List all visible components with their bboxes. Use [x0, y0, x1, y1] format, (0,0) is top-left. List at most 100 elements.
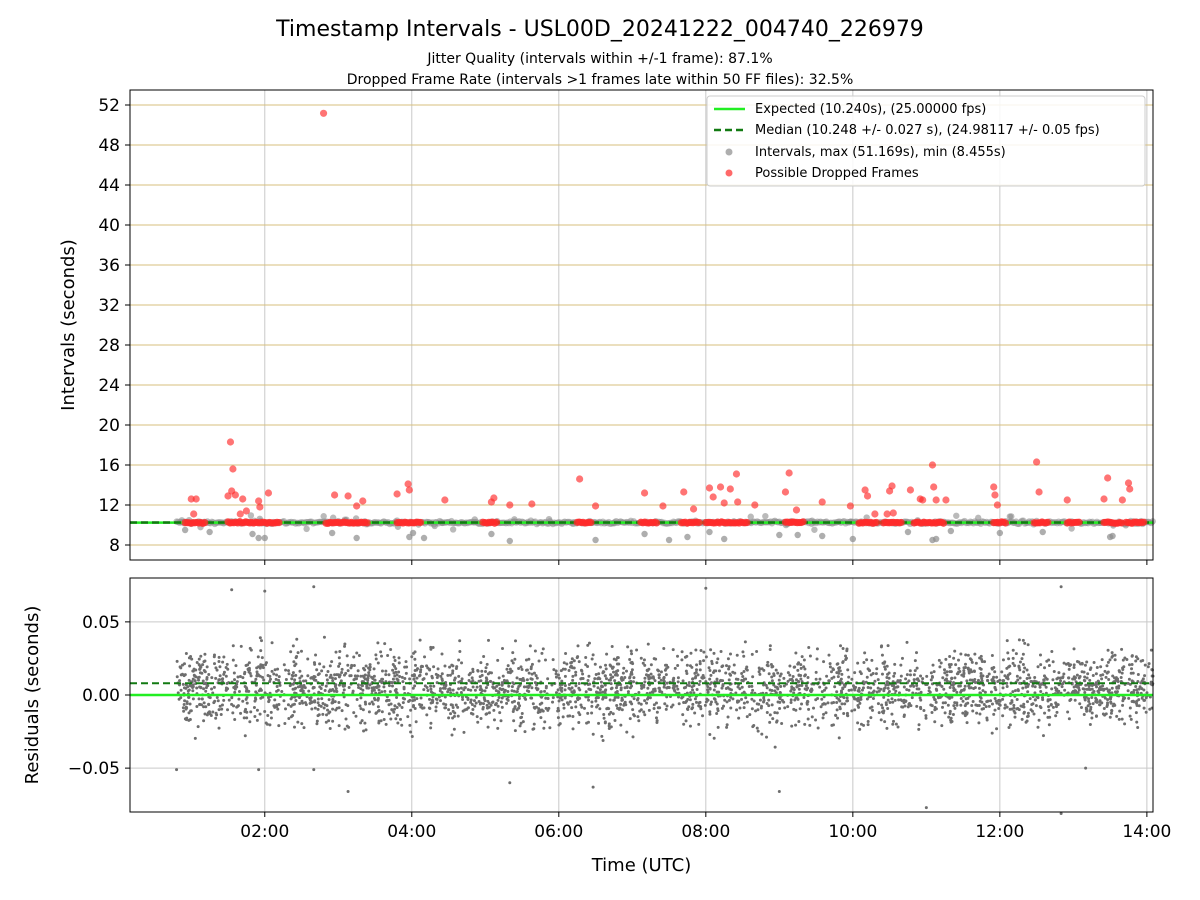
residual-point	[1091, 702, 1095, 706]
residual-point	[814, 677, 818, 681]
residual-point	[865, 675, 869, 679]
residual-point	[910, 696, 914, 700]
residual-point	[249, 710, 253, 714]
residual-point	[1085, 676, 1089, 680]
residual-point	[815, 647, 819, 651]
residual-point	[298, 669, 302, 673]
residual-point	[380, 710, 384, 714]
residual-point	[866, 723, 870, 727]
residual-point	[440, 679, 444, 683]
residual-point	[308, 701, 312, 705]
residual-point	[712, 697, 716, 701]
residual-point	[475, 685, 479, 689]
residual-point	[241, 676, 245, 680]
residual-point	[314, 653, 318, 657]
residual-point	[446, 690, 450, 694]
residual-point	[451, 669, 455, 673]
residual-point	[185, 701, 189, 705]
residual-point	[475, 715, 479, 719]
residual-point	[364, 728, 368, 732]
residual-point	[385, 699, 389, 703]
residual-point	[631, 708, 635, 712]
residual-point	[853, 708, 857, 712]
residual-point	[1038, 705, 1042, 709]
residual-point	[302, 726, 306, 730]
dropped-frame-point	[506, 501, 514, 509]
residual-point	[458, 649, 462, 653]
residual-point	[203, 652, 207, 656]
residual-point	[803, 687, 807, 691]
residual-point	[978, 699, 982, 703]
residual-point	[563, 674, 567, 678]
residual-point	[275, 684, 279, 688]
residual-point	[603, 683, 607, 687]
residual-point	[374, 653, 378, 657]
residual-point	[1026, 643, 1030, 647]
residual-point	[774, 691, 778, 695]
residual-point	[343, 642, 347, 646]
residual-point	[774, 668, 778, 672]
residual-point	[532, 722, 536, 726]
residual-point	[287, 672, 291, 676]
residual-point	[596, 703, 600, 707]
residual-point	[268, 680, 272, 684]
residual-point	[842, 712, 846, 716]
residual-point	[971, 700, 975, 704]
residual-point	[486, 638, 490, 642]
residual-point	[452, 714, 456, 718]
residual-point	[964, 710, 968, 714]
residual-point	[1023, 641, 1027, 645]
residual-point	[896, 725, 900, 729]
residual-point	[943, 701, 947, 705]
residual-point	[921, 677, 925, 681]
residual-point	[1083, 691, 1087, 695]
residual-point	[304, 679, 308, 683]
residual-point	[769, 662, 773, 666]
residual-point	[883, 686, 887, 690]
residual-point	[262, 678, 266, 682]
interval-point	[819, 532, 826, 540]
residual-point	[415, 676, 419, 680]
residual-point	[806, 699, 810, 703]
residual-point	[754, 709, 758, 713]
residual-point	[411, 686, 415, 690]
residual-point	[323, 703, 327, 707]
residual-point	[394, 690, 398, 694]
residual-point	[206, 711, 210, 715]
residual-point	[717, 690, 721, 694]
residual-point	[883, 665, 887, 669]
dropped-frame-point	[991, 491, 999, 499]
residual-point	[745, 668, 749, 672]
residual-point	[586, 711, 590, 715]
residual-point	[500, 705, 504, 709]
residual-point	[1087, 699, 1091, 703]
residual-point	[931, 663, 935, 667]
residual-point	[975, 711, 979, 715]
residual-point	[866, 685, 870, 689]
residual-point	[177, 697, 181, 701]
residual-point	[709, 702, 713, 706]
residual-point	[629, 649, 633, 653]
residual-point	[708, 677, 712, 681]
dropped-frame-point	[689, 505, 698, 513]
residual-point	[232, 671, 236, 675]
residual-point	[422, 688, 426, 692]
residual-point	[907, 702, 911, 706]
residual-point	[255, 718, 259, 722]
residual-point	[614, 695, 618, 699]
residual-point	[301, 685, 305, 689]
residual-point	[947, 715, 951, 719]
residual-point	[414, 720, 418, 724]
residual-point	[269, 710, 273, 714]
residual-point	[1106, 648, 1110, 652]
residual-point	[584, 656, 588, 660]
residual-point	[646, 697, 650, 701]
residual-point	[1011, 648, 1015, 652]
residual-point	[1090, 696, 1094, 700]
residual-point	[727, 667, 731, 671]
residual-point	[695, 663, 699, 667]
residual-point	[503, 688, 507, 692]
residual-point	[284, 668, 288, 672]
residual-point	[1027, 673, 1031, 677]
residual-point	[1044, 685, 1048, 689]
